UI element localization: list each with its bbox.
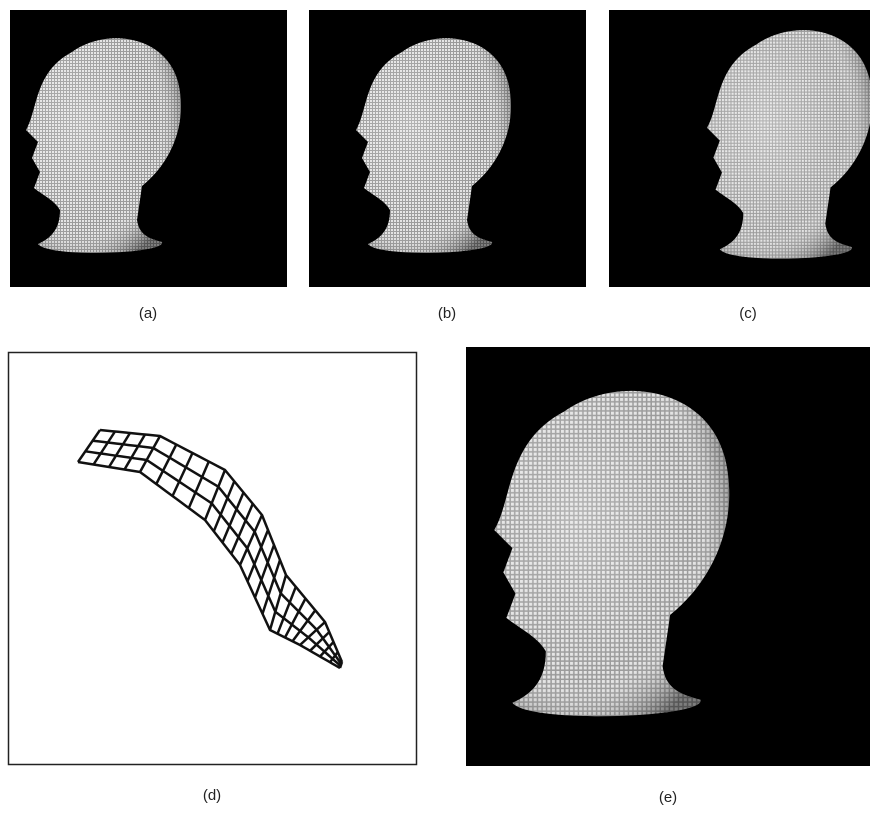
panel-label: (a) xyxy=(139,305,157,322)
panel-label: (c) xyxy=(739,305,757,322)
panel-a: (a) xyxy=(10,10,287,322)
panel-label: (b) xyxy=(438,305,456,322)
page: (a) (b) (c) (d) (e) (() => { const data … xyxy=(0,0,870,813)
panel-d: (d) xyxy=(9,353,417,805)
panel-c: (c) xyxy=(609,10,870,322)
image-frame xyxy=(9,353,417,765)
panel-label: (d) xyxy=(203,787,221,804)
panel-e: (e) xyxy=(466,347,870,806)
panel-b: (b) xyxy=(309,10,586,322)
figure: (a) (b) (c) (d) (e) xyxy=(0,0,870,813)
panel-label: (e) xyxy=(659,789,677,806)
